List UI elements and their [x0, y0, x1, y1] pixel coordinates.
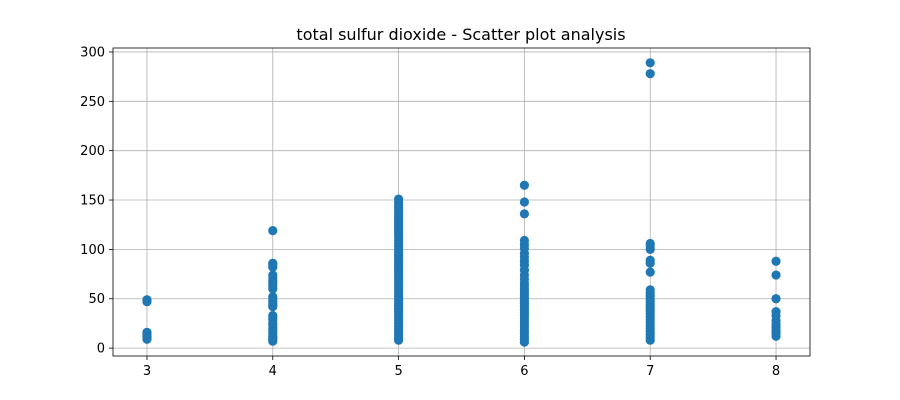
scatter-point: [268, 258, 278, 268]
scatter-point: [268, 270, 278, 280]
plot-frame: [112, 47, 811, 357]
y-tick-label: 100: [80, 243, 105, 258]
scatter-point: [519, 180, 530, 190]
scatter-point: [268, 310, 278, 321]
scatter-point: [645, 255, 655, 265]
y-tick-label: 150: [80, 194, 105, 209]
x-tick-label: 7: [646, 364, 654, 379]
scatter-point: [519, 209, 530, 219]
scatter-point: [519, 235, 530, 246]
y-tick-label: 250: [80, 95, 105, 110]
x-tick-label: 6: [520, 364, 528, 379]
scatter-point: [268, 292, 278, 302]
scatter-point: [268, 226, 278, 236]
scatter-point: [771, 256, 781, 266]
scatter-point: [142, 327, 152, 337]
scatter-point: [645, 267, 655, 277]
scatter-point: [645, 58, 655, 68]
y-tick-label: 300: [80, 45, 105, 60]
x-tick-label: 4: [269, 364, 277, 379]
y-tick-label: 50: [88, 292, 105, 307]
points-layer: [142, 58, 781, 347]
x-tick-label: 3: [143, 364, 151, 379]
scatter-point: [771, 306, 781, 317]
scatter-point: [519, 197, 530, 207]
x-tick-label: 8: [772, 364, 780, 379]
axes-layer: 3 4 5 6 7 8 0 50 100 150 200 250 300: [80, 45, 811, 379]
scatter-point: [393, 194, 404, 204]
scatter-point: [645, 69, 655, 79]
y-tick-label: 0: [97, 342, 105, 357]
scatter-point: [645, 238, 655, 249]
grid-layer: [113, 48, 810, 356]
chart-title: total sulfur dioxide - Scatter plot anal…: [296, 25, 625, 44]
scatter-point: [771, 294, 781, 304]
scatter-point: [771, 270, 781, 280]
x-tick-label: 5: [394, 364, 402, 379]
scatter-point: [645, 285, 655, 295]
y-tick-label: 200: [80, 144, 105, 159]
scatter-point: [142, 295, 152, 305]
